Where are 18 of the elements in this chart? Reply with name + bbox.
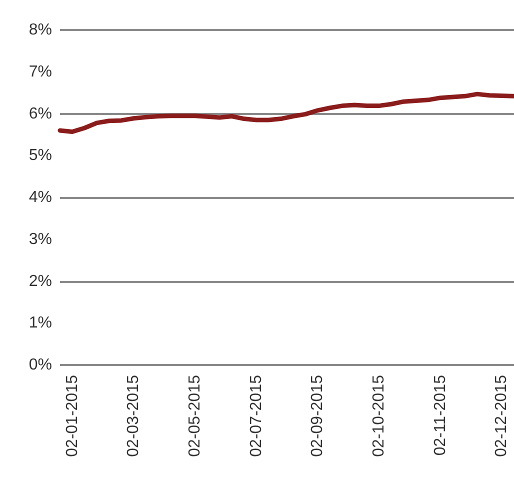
x-tick-label: 02-01-2015: [64, 374, 81, 457]
x-tick-label: 02-12-2015: [493, 374, 510, 457]
y-tick-label: 8%: [28, 22, 52, 38]
y-tick-label: 5%: [28, 147, 52, 164]
x-tick-label: 02-10-2015: [370, 374, 388, 457]
x-tick-label: 02-09-2015: [309, 374, 326, 457]
line-series: [58, 92, 514, 134]
y-tick-label: 2%: [28, 272, 52, 290]
y-tick-label: 4%: [28, 189, 52, 206]
y-tick-label: 3%: [28, 230, 52, 248]
y-tick-label: 1%: [28, 314, 52, 332]
x-tick-label: 02-07-2015: [248, 374, 265, 457]
y-tick-label: 7%: [28, 63, 52, 80]
x-tick-label: 02-05-2015: [186, 374, 204, 457]
x-tick-label: 02-11-2015: [432, 374, 449, 456]
x-tick-label: 02-03-2015: [125, 374, 142, 457]
y-tick-label: 6%: [28, 105, 52, 122]
y-tick-label: 0%: [28, 356, 52, 374]
